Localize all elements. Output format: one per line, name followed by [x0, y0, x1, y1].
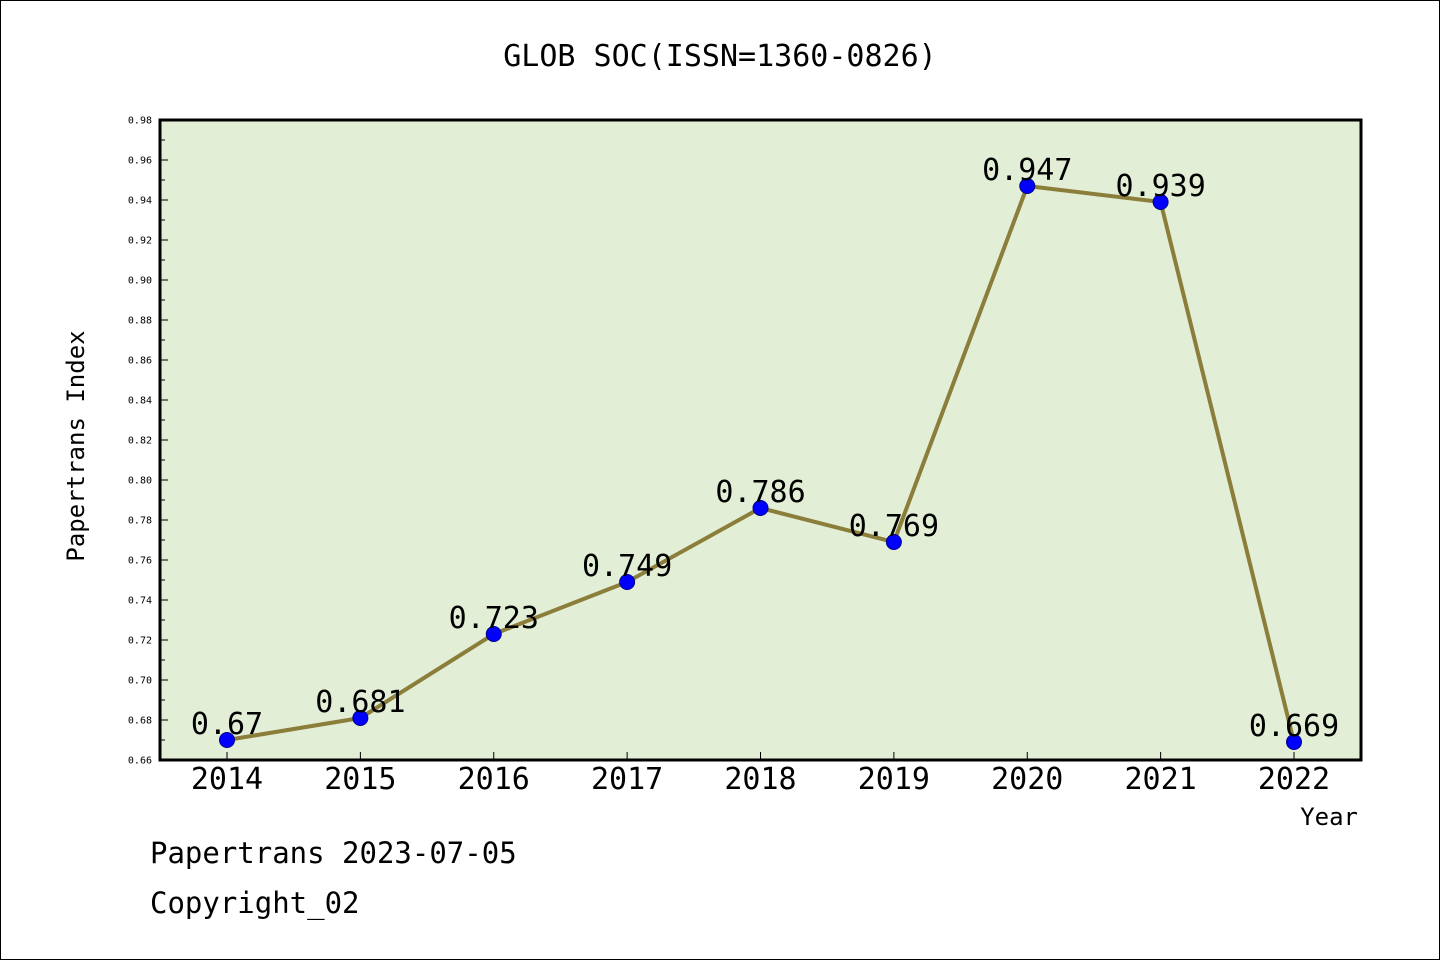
y-tick-label: 0.88: [128, 316, 152, 327]
data-point: [1152, 194, 1169, 210]
x-tick-label: 2020: [991, 762, 1063, 797]
data-point: [885, 534, 902, 550]
y-tick-label: 0.94: [128, 196, 152, 207]
data-label: 0.769: [849, 509, 939, 544]
x-tick-label: 2014: [191, 762, 263, 797]
footer-date: Papertrans 2023-07-05: [150, 836, 517, 870]
data-label: 0.67: [191, 707, 263, 742]
y-axis-label: Papertrans Index: [62, 330, 90, 561]
chart-title: GLOB SOC(ISSN=1360-0826): [503, 39, 936, 74]
data-label: 0.947: [982, 153, 1072, 188]
data-point: [1286, 734, 1302, 750]
x-axis: 2014 2015 2016 2017 2018 2019 2020 2021 2022: [191, 752, 1330, 797]
y-tick-label: 0.78: [128, 516, 152, 527]
x-tick-label: 2018: [724, 762, 796, 797]
data-labels: 0.67 0.681 0.723 0.749 0.786 0.769 0.947 0.939 0…: [191, 153, 1339, 744]
data-point: [352, 710, 369, 726]
x-tick-label: 2019: [858, 762, 930, 797]
footer-copyright: Copyright_02: [150, 886, 360, 921]
y-tick-label: 0.76: [128, 556, 152, 567]
y-tick-label: 0.92: [128, 236, 152, 247]
x-tick-label: 2016: [458, 762, 530, 797]
data-label: 0.723: [449, 601, 539, 636]
data-label: 0.786: [715, 475, 805, 510]
data-label: 0.681: [315, 685, 405, 720]
data-point: [752, 500, 769, 516]
x-axis-label: Year: [1300, 803, 1358, 831]
y-tick-label: 0.80: [128, 476, 152, 487]
y-tick-label: 0.72: [128, 636, 152, 647]
y-tick-label: 0.96: [128, 156, 152, 167]
y-tick-label: 0.82: [128, 436, 152, 447]
data-label: 0.939: [1115, 169, 1205, 204]
plot-area: [158, 118, 1363, 762]
data-label: 0.669: [1249, 709, 1339, 744]
y-tick-label: 0.74: [128, 596, 152, 607]
data-point: [1019, 178, 1036, 194]
y-tick-label: 0.68: [128, 716, 152, 727]
x-tick-label: 2021: [1125, 762, 1197, 797]
y-tick-label: 0.86: [128, 356, 152, 367]
y-tick-label: 0.98: [128, 116, 152, 127]
data-point: [619, 574, 636, 590]
x-tick-label: 2017: [591, 762, 663, 797]
data-point: [219, 732, 235, 748]
x-tick-label: 2015: [324, 762, 396, 797]
data-markers: [219, 178, 1302, 750]
y-tick-label: 0.90: [128, 276, 152, 287]
y-tick-label: 0.66: [128, 756, 152, 767]
x-tick-label: 2022: [1258, 762, 1330, 797]
y-tick-label: 0.84: [128, 396, 152, 407]
data-point: [485, 626, 502, 642]
y-tick-label: 0.70: [128, 676, 152, 687]
y-axis: 0.66 0.68 0.70 0.72 0.74 0.76 0.78 0.80 0.82 0.84…: [128, 116, 168, 767]
data-label: 0.749: [582, 549, 672, 584]
